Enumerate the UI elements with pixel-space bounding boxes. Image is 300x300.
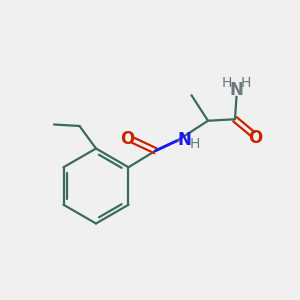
Text: H: H bbox=[241, 76, 251, 90]
Text: N: N bbox=[178, 131, 191, 149]
Text: N: N bbox=[230, 81, 243, 99]
Text: O: O bbox=[121, 130, 135, 148]
Text: O: O bbox=[248, 129, 262, 147]
Text: H: H bbox=[189, 137, 200, 151]
Text: H: H bbox=[222, 76, 232, 90]
